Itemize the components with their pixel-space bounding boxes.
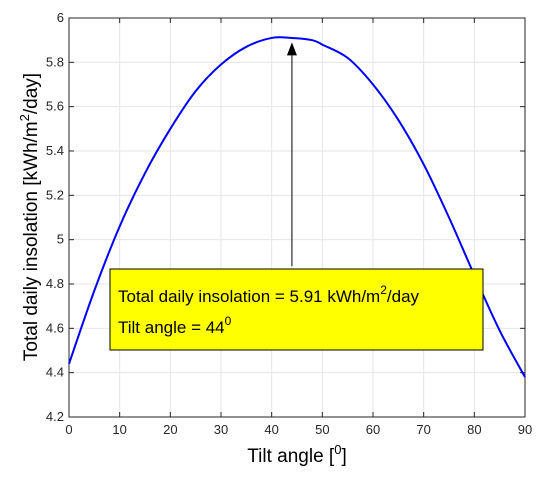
x-tick-label: 30 xyxy=(214,422,228,437)
y-axis-label: Total daily insolation [kWh/m2/day] xyxy=(17,73,42,361)
x-axis-label: Tilt angle [0] xyxy=(247,442,346,467)
x-tick-label: 90 xyxy=(518,422,532,437)
grid-lines xyxy=(68,17,526,418)
y-tick-label: 5.2 xyxy=(46,187,64,202)
x-tick-label: 60 xyxy=(366,422,380,437)
y-tick-label: 6 xyxy=(57,10,64,25)
series-layer xyxy=(68,36,526,378)
x-tick-label: 40 xyxy=(264,422,278,437)
x-tick-label: 80 xyxy=(467,422,481,437)
x-tick-label: 70 xyxy=(416,422,430,437)
annotation-line-insolation: Total daily insolation = 5.91 kWh/m2/day xyxy=(118,283,420,306)
y-tick-label: 5.6 xyxy=(46,99,64,114)
x-tick-label: 0 xyxy=(65,422,72,437)
annotation-layer: Total daily insolation = 5.91 kWh/m2/day… xyxy=(109,42,484,351)
y-tick-label: 4.6 xyxy=(46,320,64,335)
peak-arrow-head xyxy=(286,42,297,56)
x-tick-label: 20 xyxy=(163,422,177,437)
y-tick-label: 5.4 xyxy=(46,143,64,158)
x-tick-label: 10 xyxy=(112,422,126,437)
y-tick-label: 5 xyxy=(57,232,64,247)
plot-area-frame xyxy=(68,17,526,418)
y-tick-label: 4.4 xyxy=(46,365,64,380)
insolation-curve xyxy=(68,36,526,378)
x-tick-label: 50 xyxy=(315,422,329,437)
y-tick-label: 4.2 xyxy=(46,409,64,424)
annotation-box xyxy=(109,268,484,351)
y-tick-label: 5.8 xyxy=(46,54,64,69)
annotation-line-tilt: Tilt angle = 440 xyxy=(118,314,232,337)
axis-ticks: 0 10 20 30 40 50 60 70 80 90 4.2 4.4 4.6 4.8 5 5.2 5.4 5.… xyxy=(46,10,532,437)
y-tick-label: 4.8 xyxy=(46,276,64,291)
